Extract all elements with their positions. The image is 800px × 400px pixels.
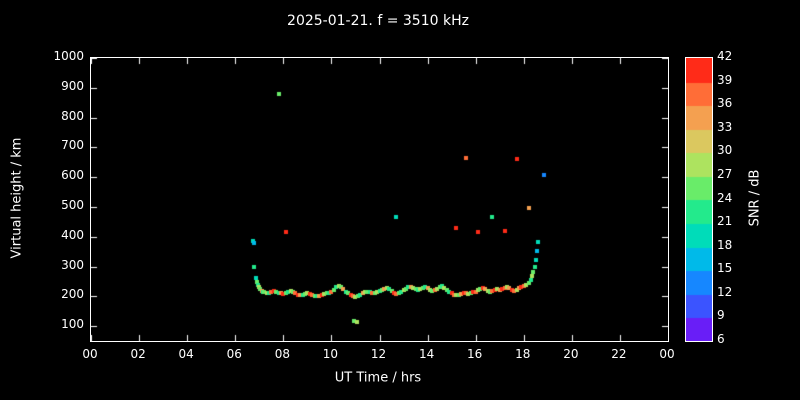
- colorbar-tick-label: 24: [717, 190, 733, 205]
- y-tick-label: 900: [61, 78, 84, 93]
- x-tick-label: 16: [467, 347, 483, 361]
- x-tick-label: 14: [418, 347, 435, 361]
- scatter-canvas: [91, 58, 668, 341]
- x-tick-label: 22: [611, 347, 627, 361]
- colorbar-tick-label: 39: [717, 72, 733, 87]
- y-tick-label: 300: [61, 257, 84, 272]
- colorbar-tick-label: 12: [717, 284, 733, 299]
- colorbar-tick-label: 33: [717, 119, 733, 134]
- colorbar-tick-label: 6: [717, 332, 725, 346]
- colorbar-tick-label: 36: [717, 96, 733, 111]
- x-axis-label: UT Time / hrs: [334, 370, 422, 386]
- colorbar: [685, 57, 713, 342]
- colorbar-tick-label: 42: [717, 49, 733, 63]
- colorbar-gradient: [686, 58, 712, 341]
- y-tick-label: 1000: [53, 49, 84, 63]
- x-tick-label: 04: [178, 347, 194, 361]
- x-tick-label: 20: [563, 347, 579, 361]
- plot-area: [90, 57, 669, 342]
- y-tick-label: 600: [61, 168, 84, 183]
- y-tick-label: 700: [61, 138, 84, 153]
- x-tick-label: 10: [322, 347, 339, 361]
- x-tick-label: 00: [659, 347, 675, 361]
- colorbar-tick-label: 30: [717, 143, 733, 158]
- colorbar-tick-label: 18: [717, 237, 733, 252]
- colorbar-tick-label: 9: [717, 308, 725, 323]
- colorbar-tick-label: 15: [717, 261, 733, 276]
- x-tick-label: 12: [370, 347, 387, 361]
- y-tick-label: 200: [61, 287, 84, 302]
- colorbar-label: SNR / dB: [747, 169, 763, 227]
- y-tick-label: 800: [61, 108, 84, 123]
- x-tick-label: 00: [82, 347, 98, 361]
- y-tick-label: 500: [61, 197, 84, 212]
- x-tick-label: 02: [130, 347, 146, 361]
- x-tick-label: 08: [274, 347, 290, 361]
- y-tick-label: 400: [61, 227, 84, 242]
- x-tick-label: 18: [515, 347, 531, 361]
- y-tick-label: 100: [61, 317, 84, 332]
- chart-title: 2025-01-21. f = 3510 kHz: [287, 13, 469, 29]
- colorbar-tick-label: 21: [717, 214, 733, 229]
- y-axis-label: Virtual height / km: [9, 137, 25, 259]
- x-tick-label: 06: [226, 347, 242, 361]
- colorbar-tick-label: 27: [717, 166, 733, 181]
